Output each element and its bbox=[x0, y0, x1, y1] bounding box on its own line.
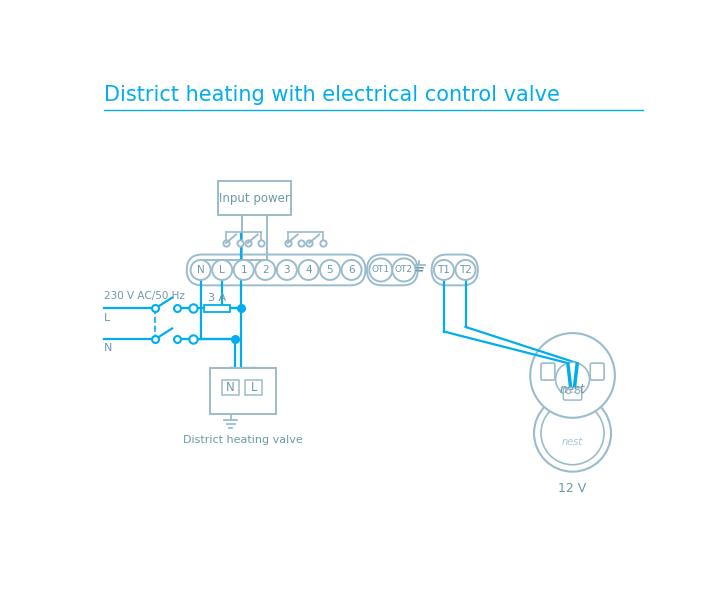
Circle shape bbox=[256, 260, 275, 280]
Text: N: N bbox=[226, 381, 235, 394]
Text: 6: 6 bbox=[348, 265, 355, 275]
Text: L: L bbox=[250, 381, 257, 394]
Circle shape bbox=[555, 362, 590, 396]
Text: 5: 5 bbox=[327, 265, 333, 275]
FancyBboxPatch shape bbox=[218, 181, 291, 215]
Text: 230 V AC/50 Hz: 230 V AC/50 Hz bbox=[103, 291, 184, 301]
Text: 12 V: 12 V bbox=[558, 482, 587, 495]
Text: 4: 4 bbox=[305, 265, 312, 275]
Circle shape bbox=[212, 260, 232, 280]
Text: 3: 3 bbox=[283, 265, 290, 275]
Circle shape bbox=[534, 394, 611, 472]
Circle shape bbox=[541, 402, 604, 465]
Circle shape bbox=[456, 260, 475, 280]
FancyBboxPatch shape bbox=[245, 380, 262, 396]
Text: L: L bbox=[219, 265, 225, 275]
FancyBboxPatch shape bbox=[367, 255, 418, 285]
Text: 1: 1 bbox=[240, 265, 247, 275]
Text: 3 A: 3 A bbox=[208, 293, 226, 303]
Circle shape bbox=[434, 260, 454, 280]
Text: Input power: Input power bbox=[219, 192, 290, 205]
Text: N: N bbox=[197, 265, 205, 275]
Circle shape bbox=[298, 260, 318, 280]
Text: District heating with electrical control valve: District heating with electrical control… bbox=[103, 85, 560, 105]
Circle shape bbox=[191, 260, 210, 280]
Circle shape bbox=[277, 260, 297, 280]
Text: OT1: OT1 bbox=[372, 266, 390, 274]
FancyBboxPatch shape bbox=[563, 388, 582, 400]
FancyBboxPatch shape bbox=[222, 380, 239, 396]
FancyBboxPatch shape bbox=[187, 255, 365, 285]
FancyBboxPatch shape bbox=[210, 368, 276, 414]
FancyBboxPatch shape bbox=[432, 255, 478, 285]
Circle shape bbox=[369, 258, 392, 282]
Circle shape bbox=[320, 260, 340, 280]
FancyBboxPatch shape bbox=[541, 363, 555, 380]
Text: N: N bbox=[103, 343, 112, 353]
Text: T1: T1 bbox=[438, 265, 451, 275]
Text: OT2: OT2 bbox=[395, 266, 413, 274]
Circle shape bbox=[341, 260, 362, 280]
Text: T2: T2 bbox=[459, 265, 472, 275]
Circle shape bbox=[530, 333, 615, 418]
FancyBboxPatch shape bbox=[590, 363, 604, 380]
Circle shape bbox=[392, 258, 416, 282]
Text: nest: nest bbox=[560, 383, 585, 396]
Text: nest: nest bbox=[562, 437, 583, 447]
Text: District heating valve: District heating valve bbox=[183, 435, 303, 446]
Circle shape bbox=[234, 260, 254, 280]
FancyBboxPatch shape bbox=[205, 305, 230, 312]
Text: =: = bbox=[414, 264, 424, 276]
Text: L: L bbox=[103, 312, 110, 323]
Text: 2: 2 bbox=[262, 265, 269, 275]
